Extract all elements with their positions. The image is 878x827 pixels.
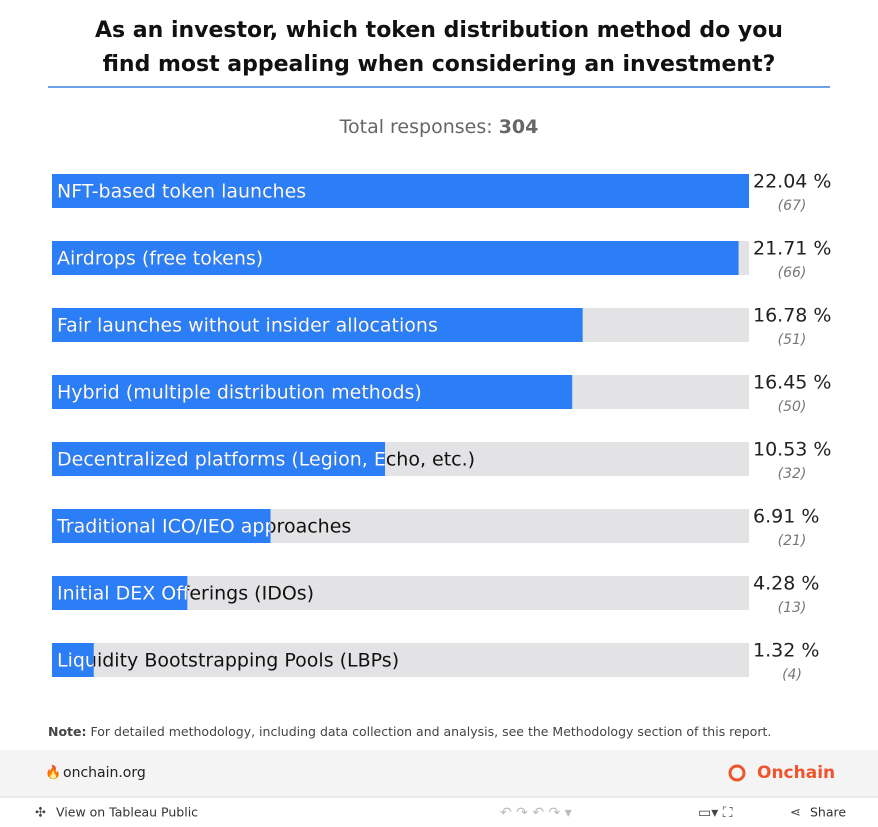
category-label: NFT-based token launches [57,181,306,203]
count-label: (21) [778,533,807,549]
bar [52,442,386,476]
bar [52,241,739,275]
share[interactable]: Share [810,805,846,820]
count-label: (50) [778,399,807,415]
count-label: (13) [778,600,807,616]
tableau-link[interactable]: View on Tableau Public [56,805,198,820]
value-label: 6.91 % [753,506,819,528]
count-label: (51) [778,332,807,348]
value-label: 4.28 % [753,573,819,595]
category-label: Decentralized platforms (Legion, Echo, e… [57,449,475,471]
value-label: 1.32 % [753,640,819,662]
subtitle-label: Total responses: [339,116,493,138]
category-label: Initial DEX Offerings (IDOs) [57,583,314,605]
category-label: Traditional ICO/IEO approaches [56,516,351,538]
category-label: Airdrops (free tokens) [57,248,263,270]
category-label: Initial DEX Offerings (IDOs) [57,583,314,605]
category-label: Airdrops (free tokens) [57,248,263,270]
bar [52,308,583,342]
category-label: Traditional ICO/IEO approaches [56,516,351,538]
flame-icon: 🔥 [45,765,61,781]
note-label: Note: [48,724,87,739]
value-label: 22.04 % [753,171,832,193]
category-label: Hybrid (multiple distribution methods) [57,382,422,404]
share-icon[interactable]: ⋖ [790,806,801,821]
category-label: Fair launches without insider allocation… [57,315,438,337]
value-label: 16.45 % [753,372,832,394]
category-label: NFT-based token launches [57,181,306,203]
category-label: Hybrid (multiple distribution methods) [57,382,422,404]
count-label: (32) [778,466,807,482]
site-link[interactable]: onchain.org [63,765,146,781]
chart-title: find most appealing when considering an … [103,52,776,77]
value-label: 10.53 % [753,439,832,461]
toolbar-icons[interactable]: ↶ ↷ ↶ ↷ ▾ [500,805,572,821]
note-text: For detailed methodology, including data… [91,724,772,739]
category-label: Liquidity Bootstrapping Pools (LBPs) [57,650,399,672]
count-label: (4) [782,667,802,683]
bar [52,375,573,409]
bar-track [52,643,749,677]
toolbar-icons[interactable]: ▭▾ ⛶ [698,805,733,821]
category-label: Decentralized platforms (Legion, Echo, e… [57,449,475,471]
count-label: (67) [778,198,807,214]
category-label: Liquidity Bootstrapping Pools (LBPs) [57,650,399,672]
brand: Onchain [757,763,835,783]
bar [52,643,94,677]
subtitle: Total responses: 304 [339,116,539,138]
bar [52,576,188,610]
note: Note: For detailed methodology, includin… [48,724,771,739]
brand-logo [728,764,746,782]
category-label: Fair launches without insider allocation… [57,315,438,337]
bar [52,509,271,543]
bar [52,174,749,208]
value-label: 16.78 % [753,305,832,327]
tableau-icon: ✣ [35,806,46,821]
footer-band [0,750,878,797]
total: 304 [499,116,539,138]
value-label: 21.71 % [753,238,832,260]
count-label: (66) [778,265,807,281]
chart-title: As an investor, which token distribution… [95,18,783,43]
